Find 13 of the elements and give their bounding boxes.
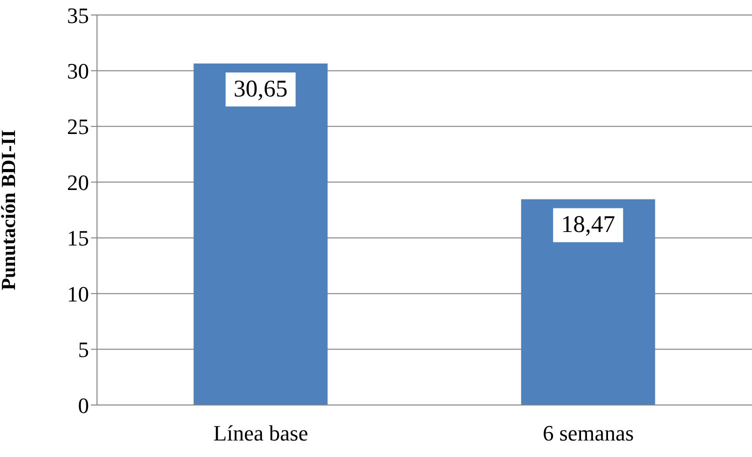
y-tick-label: 15 <box>67 226 89 251</box>
y-tick-label: 30 <box>67 58 89 84</box>
data-label: 30,65 <box>234 76 288 102</box>
y-tick-label: 20 <box>67 170 89 195</box>
y-tick-label: 0 <box>78 392 89 418</box>
y-tick-label: 10 <box>67 281 89 306</box>
y-tick-label: 35 <box>67 2 89 28</box>
y-tick-label: 5 <box>78 337 89 362</box>
x-tick-label: 6 semanas <box>542 420 634 446</box>
y-axis-title: Punutación BDI-II <box>0 129 20 290</box>
data-label: 18,47 <box>561 212 616 238</box>
y-tick-label: 25 <box>67 114 89 140</box>
x-tick-label: Línea base <box>213 420 308 446</box>
